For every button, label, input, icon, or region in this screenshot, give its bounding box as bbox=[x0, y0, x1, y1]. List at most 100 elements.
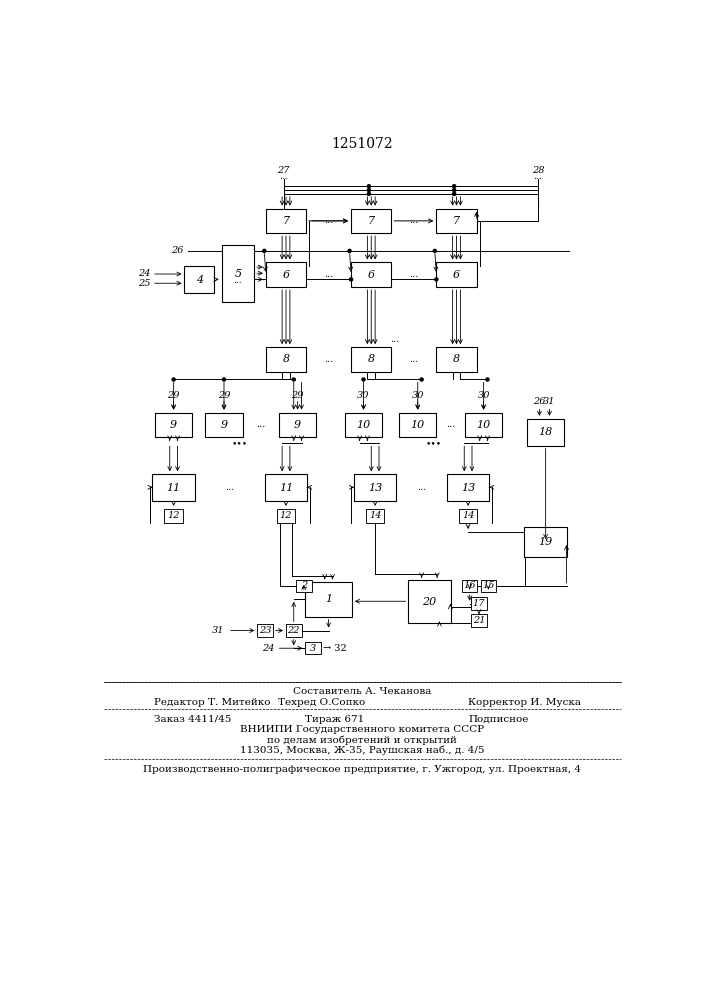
Circle shape bbox=[452, 185, 456, 188]
Text: ...: ... bbox=[534, 172, 542, 181]
Bar bbox=[345, 413, 382, 437]
Text: 2: 2 bbox=[300, 581, 307, 590]
Bar bbox=[472, 614, 486, 627]
Text: 9: 9 bbox=[294, 420, 301, 430]
Text: 24: 24 bbox=[262, 644, 274, 653]
Text: ...: ... bbox=[225, 483, 234, 492]
Text: ...: ... bbox=[324, 270, 333, 279]
Text: 10: 10 bbox=[411, 420, 425, 430]
Text: 4: 4 bbox=[196, 275, 203, 285]
Bar bbox=[525, 527, 567, 557]
Text: 1251072: 1251072 bbox=[331, 137, 393, 151]
Text: 21: 21 bbox=[473, 616, 485, 625]
Circle shape bbox=[362, 378, 365, 381]
Circle shape bbox=[349, 278, 353, 281]
Text: 7: 7 bbox=[368, 216, 375, 226]
Circle shape bbox=[433, 249, 436, 252]
Text: 12: 12 bbox=[280, 511, 292, 520]
Text: ...: ... bbox=[256, 420, 265, 429]
Text: 8: 8 bbox=[453, 354, 460, 364]
Text: 26: 26 bbox=[171, 246, 184, 255]
Bar bbox=[296, 580, 312, 592]
Bar bbox=[276, 509, 296, 523]
Text: 13: 13 bbox=[461, 483, 475, 493]
Bar bbox=[351, 262, 392, 287]
Text: 16: 16 bbox=[463, 581, 476, 590]
Text: 1: 1 bbox=[325, 594, 332, 604]
Bar bbox=[266, 209, 306, 233]
Text: 29: 29 bbox=[168, 391, 180, 400]
Bar bbox=[436, 209, 477, 233]
Bar bbox=[206, 413, 243, 437]
Bar bbox=[447, 474, 489, 501]
Text: ...: ... bbox=[409, 355, 419, 364]
Bar bbox=[436, 262, 477, 287]
Text: 14: 14 bbox=[369, 511, 381, 520]
Text: 9: 9 bbox=[170, 420, 177, 430]
Bar bbox=[399, 413, 436, 437]
Text: 28: 28 bbox=[532, 166, 544, 175]
Text: 22: 22 bbox=[288, 626, 300, 635]
Text: Техред О.Сопко: Техред О.Сопко bbox=[279, 698, 366, 707]
Text: 20: 20 bbox=[422, 597, 436, 607]
Text: ...: ... bbox=[233, 276, 243, 285]
Text: 113035, Москва, Ж-35, Раушская наб., д. 4/5: 113035, Москва, Ж-35, Раушская наб., д. … bbox=[240, 745, 484, 755]
Text: Производственно-полиграфическое предприятие, г. Ужгород, ул. Проектная, 4: Производственно-полиграфическое предприя… bbox=[143, 765, 581, 774]
Text: 29: 29 bbox=[291, 391, 304, 400]
Bar bbox=[408, 580, 450, 623]
Text: ...: ... bbox=[390, 335, 399, 344]
Text: 30: 30 bbox=[357, 391, 370, 400]
Text: 26: 26 bbox=[533, 397, 546, 406]
Bar bbox=[465, 413, 502, 437]
Text: 11: 11 bbox=[279, 483, 293, 493]
Bar bbox=[459, 509, 477, 523]
Text: 8: 8 bbox=[282, 354, 290, 364]
Circle shape bbox=[420, 378, 423, 381]
Circle shape bbox=[435, 278, 438, 281]
Circle shape bbox=[368, 192, 370, 195]
Text: 10: 10 bbox=[356, 420, 370, 430]
Circle shape bbox=[368, 189, 370, 192]
Bar bbox=[155, 413, 192, 437]
Text: 6: 6 bbox=[282, 270, 290, 280]
Text: 13: 13 bbox=[368, 483, 382, 493]
Text: 30: 30 bbox=[477, 391, 490, 400]
Text: Подписное: Подписное bbox=[468, 715, 529, 724]
Text: •••: ••• bbox=[425, 439, 441, 448]
Bar bbox=[257, 624, 273, 637]
Text: Редактор Т. Митейко: Редактор Т. Митейко bbox=[154, 698, 271, 707]
Text: 31: 31 bbox=[543, 397, 556, 406]
Circle shape bbox=[172, 378, 175, 381]
Text: 23: 23 bbox=[259, 626, 271, 635]
Bar bbox=[222, 245, 255, 302]
Text: 19: 19 bbox=[539, 537, 553, 547]
Text: Заказ 4411/45: Заказ 4411/45 bbox=[154, 715, 232, 724]
Text: 3: 3 bbox=[310, 644, 316, 653]
Bar bbox=[472, 597, 486, 610]
Circle shape bbox=[368, 185, 370, 188]
Text: ...: ... bbox=[409, 216, 419, 225]
Circle shape bbox=[452, 189, 456, 192]
Bar bbox=[366, 509, 385, 523]
Text: •••: ••• bbox=[231, 439, 247, 448]
Bar bbox=[351, 209, 392, 233]
Text: Корректор И. Муска: Корректор И. Муска bbox=[468, 698, 581, 707]
Text: 12: 12 bbox=[168, 511, 180, 520]
Bar bbox=[164, 509, 183, 523]
Circle shape bbox=[452, 192, 456, 195]
Text: 6: 6 bbox=[453, 270, 460, 280]
Bar bbox=[354, 474, 397, 501]
Bar bbox=[266, 347, 306, 372]
Text: ...: ... bbox=[324, 355, 333, 364]
Text: → 32: → 32 bbox=[323, 644, 347, 653]
Text: 10: 10 bbox=[477, 420, 491, 430]
Text: 18: 18 bbox=[539, 427, 553, 437]
Text: 31: 31 bbox=[211, 626, 224, 635]
Bar bbox=[305, 582, 352, 617]
Bar bbox=[152, 474, 195, 501]
Text: 8: 8 bbox=[368, 354, 375, 364]
Text: 11: 11 bbox=[167, 483, 181, 493]
Bar bbox=[185, 266, 214, 293]
Text: 30: 30 bbox=[411, 391, 424, 400]
Bar bbox=[436, 347, 477, 372]
